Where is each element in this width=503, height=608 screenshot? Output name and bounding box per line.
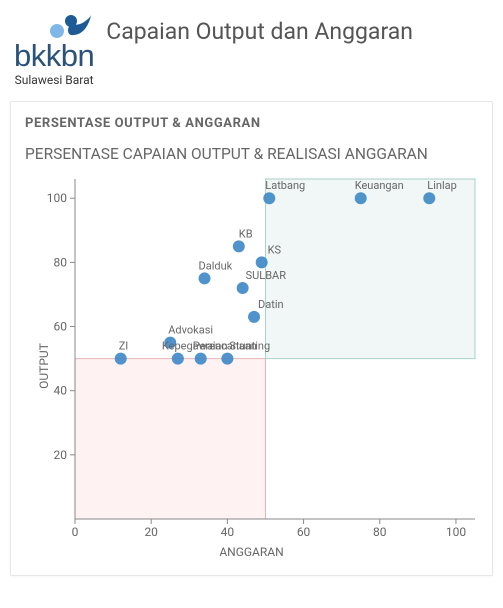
x-tick-label: 80 — [373, 525, 387, 539]
logo-subtitle: Sulawesi Barat — [15, 73, 94, 87]
data-point — [172, 353, 184, 365]
data-point — [199, 272, 211, 284]
x-tick-label: 60 — [297, 525, 311, 539]
y-tick-label: 20 — [54, 448, 68, 462]
data-point — [221, 353, 233, 365]
data-point — [355, 192, 367, 204]
y-tick-label: 40 — [54, 384, 68, 398]
point-label: ZI — [119, 340, 129, 353]
y-tick-label: 60 — [54, 320, 68, 334]
point-label: Latbang — [265, 179, 305, 192]
point-label: SULBAR — [246, 269, 287, 282]
x-axis-label: ANGGARAN — [25, 545, 478, 559]
point-label: Dalduk — [199, 259, 233, 272]
x-tick-label: 20 — [144, 525, 158, 539]
x-tick-label: 0 — [72, 525, 79, 539]
logo-wordmark: bkkbn — [14, 40, 94, 71]
chart-card: PERSENTASE OUTPUT & ANGGARAN PERSENTASE … — [10, 101, 493, 576]
data-point — [256, 256, 268, 268]
data-point — [233, 240, 245, 252]
data-point — [248, 311, 260, 323]
point-label: KS — [268, 243, 282, 256]
chart-zone — [265, 179, 475, 359]
chart-title: PERSENTASE CAPAIAN OUTPUT & REALISASI AN… — [25, 145, 478, 163]
scatter-chart: 02040608010020406080100ZIAdvokasiKepegaw… — [25, 173, 481, 543]
page-title: Capaian Output dan Anggaran — [106, 12, 489, 47]
x-tick-label: 40 — [221, 525, 235, 539]
page-header: bkkbn Sulawesi Barat Capaian Output dan … — [0, 0, 503, 93]
card-header: PERSENTASE OUTPUT & ANGGARAN — [25, 116, 478, 131]
chart-wrap: OUTPUT 0 20 40 60 80 100 20 40 60 80 100 ZI Advokasi… — [25, 173, 478, 559]
point-label: KB — [239, 227, 253, 240]
data-point — [115, 353, 127, 365]
data-point — [195, 353, 207, 365]
point-label: Stunting — [229, 340, 270, 353]
data-point — [237, 282, 249, 294]
chart-zone — [75, 359, 265, 519]
point-label: Datin — [258, 298, 284, 311]
y-axis-label: OUTPUT — [37, 343, 51, 389]
data-point — [263, 192, 275, 204]
point-label: Keuangan — [355, 179, 404, 192]
data-point — [423, 192, 435, 204]
point-label: Linlap — [427, 179, 457, 192]
x-tick-label: 100 — [446, 525, 466, 539]
y-tick-label: 80 — [54, 255, 68, 269]
point-label: Advokasi — [168, 324, 213, 337]
y-tick-label: 100 — [47, 191, 67, 205]
logo-block: bkkbn Sulawesi Barat — [14, 12, 94, 87]
